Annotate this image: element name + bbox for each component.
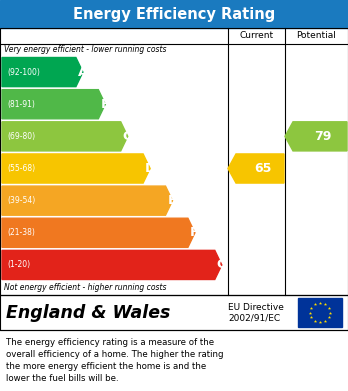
Bar (0, 28, 348, 295)
Text: Energy Efficiency Rating: Energy Efficiency Rating (73, 7, 275, 22)
Bar (0, 295, 348, 330)
Text: A: A (78, 66, 88, 79)
Text: EU Directive
2002/91/EC: EU Directive 2002/91/EC (228, 303, 284, 322)
Text: (21-38): (21-38) (7, 228, 35, 237)
Bar (0, 0, 348, 28)
Text: E: E (167, 194, 177, 207)
Text: F: F (190, 226, 199, 239)
Text: (55-68): (55-68) (7, 164, 35, 173)
Text: (39-54): (39-54) (7, 196, 35, 205)
Text: Very energy efficient - lower running costs: Very energy efficient - lower running co… (4, 45, 166, 54)
Text: Current: Current (239, 32, 274, 41)
Text: The energy efficiency rating is a measure of the
overall efficiency of a home. T: The energy efficiency rating is a measur… (6, 338, 223, 383)
Text: B: B (100, 98, 110, 111)
Text: D: D (145, 162, 156, 175)
Polygon shape (228, 154, 284, 183)
Text: (1-20): (1-20) (7, 260, 30, 269)
Text: Potential: Potential (296, 32, 337, 41)
Polygon shape (2, 154, 150, 183)
Text: Not energy efficient - higher running costs: Not energy efficient - higher running co… (4, 283, 166, 292)
Polygon shape (2, 90, 105, 119)
Polygon shape (2, 122, 128, 151)
Text: (81-91): (81-91) (7, 100, 35, 109)
Polygon shape (2, 218, 195, 248)
Text: (69-80): (69-80) (7, 132, 35, 141)
Text: (92-100): (92-100) (7, 68, 40, 77)
Text: C: C (123, 130, 132, 143)
Text: 79: 79 (314, 130, 332, 143)
Polygon shape (2, 57, 83, 87)
Polygon shape (2, 250, 222, 280)
Polygon shape (2, 186, 173, 215)
Text: England & Wales: England & Wales (6, 303, 171, 321)
Bar (298, 298, 342, 327)
Polygon shape (285, 122, 347, 151)
Text: 65: 65 (254, 162, 272, 175)
Text: G: G (217, 258, 228, 271)
